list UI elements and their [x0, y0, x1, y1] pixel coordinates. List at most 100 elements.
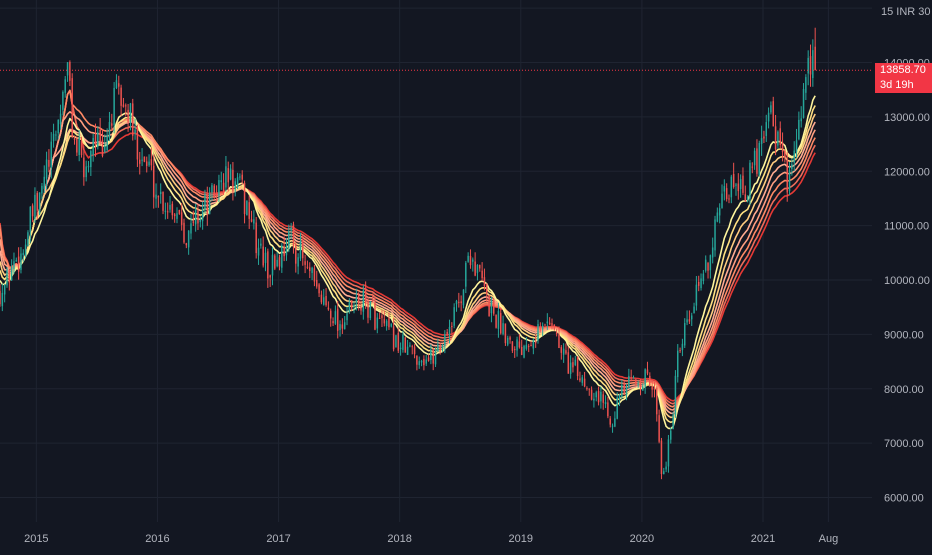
time-tick-label[interactable]: Aug: [819, 533, 839, 545]
candle-body: [520, 346, 523, 355]
candle: [13, 252, 15, 274]
candle-body: [511, 341, 514, 351]
candle: [502, 315, 504, 336]
candle-body: [674, 375, 677, 416]
time-tick-label[interactable]: 2018: [387, 533, 411, 545]
candle-body: [169, 205, 171, 210]
time-tick-label[interactable]: 2016: [145, 533, 169, 545]
candle: [683, 318, 686, 349]
candle-body: [173, 214, 176, 217]
price-tick-label[interactable]: 6000.00: [884, 493, 924, 505]
candle: [304, 254, 306, 274]
candle: [725, 183, 728, 202]
candle-body: [164, 210, 167, 212]
candle-body: [313, 268, 316, 282]
candle-body: [388, 318, 390, 328]
candle-body: [774, 126, 777, 150]
price-tick-label[interactable]: 13000.00: [884, 112, 930, 124]
candle: [69, 60, 71, 87]
candle: [746, 195, 749, 203]
candle-body: [276, 259, 278, 267]
candle: [64, 76, 66, 98]
candle: [43, 165, 46, 193]
price-tick-label[interactable]: 9000.00: [884, 329, 924, 341]
candle: [537, 319, 539, 344]
candle: [134, 118, 136, 140]
candle-body: [334, 311, 337, 324]
price-tick-label[interactable]: 12000.00: [884, 166, 930, 178]
time-tick-label[interactable]: 2021: [751, 533, 775, 545]
candle-body: [469, 255, 472, 266]
candle: [253, 210, 255, 230]
price-tick-label[interactable]: 7000.00: [884, 438, 924, 450]
candle: [665, 461, 667, 473]
candle-body: [677, 350, 679, 378]
candle: [481, 262, 483, 282]
candle: [704, 255, 707, 273]
candle: [41, 183, 43, 200]
time-tick-label[interactable]: 2019: [509, 533, 533, 545]
candle: [539, 322, 542, 332]
candle: [104, 134, 106, 154]
candle: [583, 371, 586, 388]
time-axis[interactable]: 2015 2016 2017 2018 2019 2020 2021 Aug: [24, 533, 838, 545]
candle: [290, 222, 292, 240]
candle: [628, 368, 630, 389]
time-tick-label[interactable]: 2015: [24, 533, 48, 545]
candle-body: [756, 148, 758, 174]
candle-body: [700, 278, 702, 289]
candle: [649, 372, 651, 387]
candle-body: [690, 315, 693, 320]
candle: [362, 284, 365, 320]
candle: [341, 318, 344, 334]
price-tick-label[interactable]: 8000.00: [884, 384, 924, 396]
candle: [697, 275, 700, 292]
candle-body: [250, 219, 253, 222]
candle-body: [574, 359, 577, 366]
candle: [346, 306, 348, 326]
candle-body: [152, 165, 155, 198]
candle: [690, 312, 693, 326]
candle-body: [264, 252, 267, 263]
candle-body: [290, 227, 292, 231]
candle-body: [229, 168, 232, 180]
candle-body: [285, 246, 288, 256]
candle: [781, 132, 784, 162]
candle-body: [490, 300, 493, 314]
candle-body: [800, 118, 802, 122]
time-tick-label[interactable]: 2020: [630, 533, 654, 545]
candle: [581, 374, 584, 386]
candle: [609, 416, 611, 428]
candle: [579, 371, 581, 383]
candle-body: [327, 307, 330, 310]
candle-body: [665, 466, 667, 470]
candle-body: [211, 185, 213, 193]
candle: [595, 390, 597, 402]
candles: [0, 27, 816, 480]
candle: [523, 344, 525, 359]
candle-body: [6, 269, 8, 286]
candle: [714, 215, 716, 257]
candle-body: [234, 181, 236, 190]
ribbon-ma-36: [0, 89, 816, 405]
candle: [381, 310, 383, 327]
candle: [152, 154, 155, 209]
price-tick-label[interactable]: 10000.00: [884, 275, 930, 287]
candle: [374, 295, 376, 331]
price-tick-label[interactable]: 11000.00: [884, 221, 929, 233]
candle-body: [472, 259, 474, 262]
price-axis[interactable]: 14000.0013000.0012000.0011000.0010000.00…: [884, 58, 930, 505]
candle-body: [269, 275, 271, 278]
candle-body: [155, 194, 157, 199]
candle: [788, 161, 791, 196]
candle-body: [639, 384, 642, 389]
candle-body: [136, 127, 139, 160]
candle-body: [122, 104, 125, 107]
candle-body: [62, 91, 64, 110]
candle: [728, 194, 730, 204]
candle-body: [744, 194, 747, 201]
currency-label[interactable]: 15 INR 30: [881, 6, 931, 18]
time-tick-label[interactable]: 2017: [266, 533, 290, 545]
